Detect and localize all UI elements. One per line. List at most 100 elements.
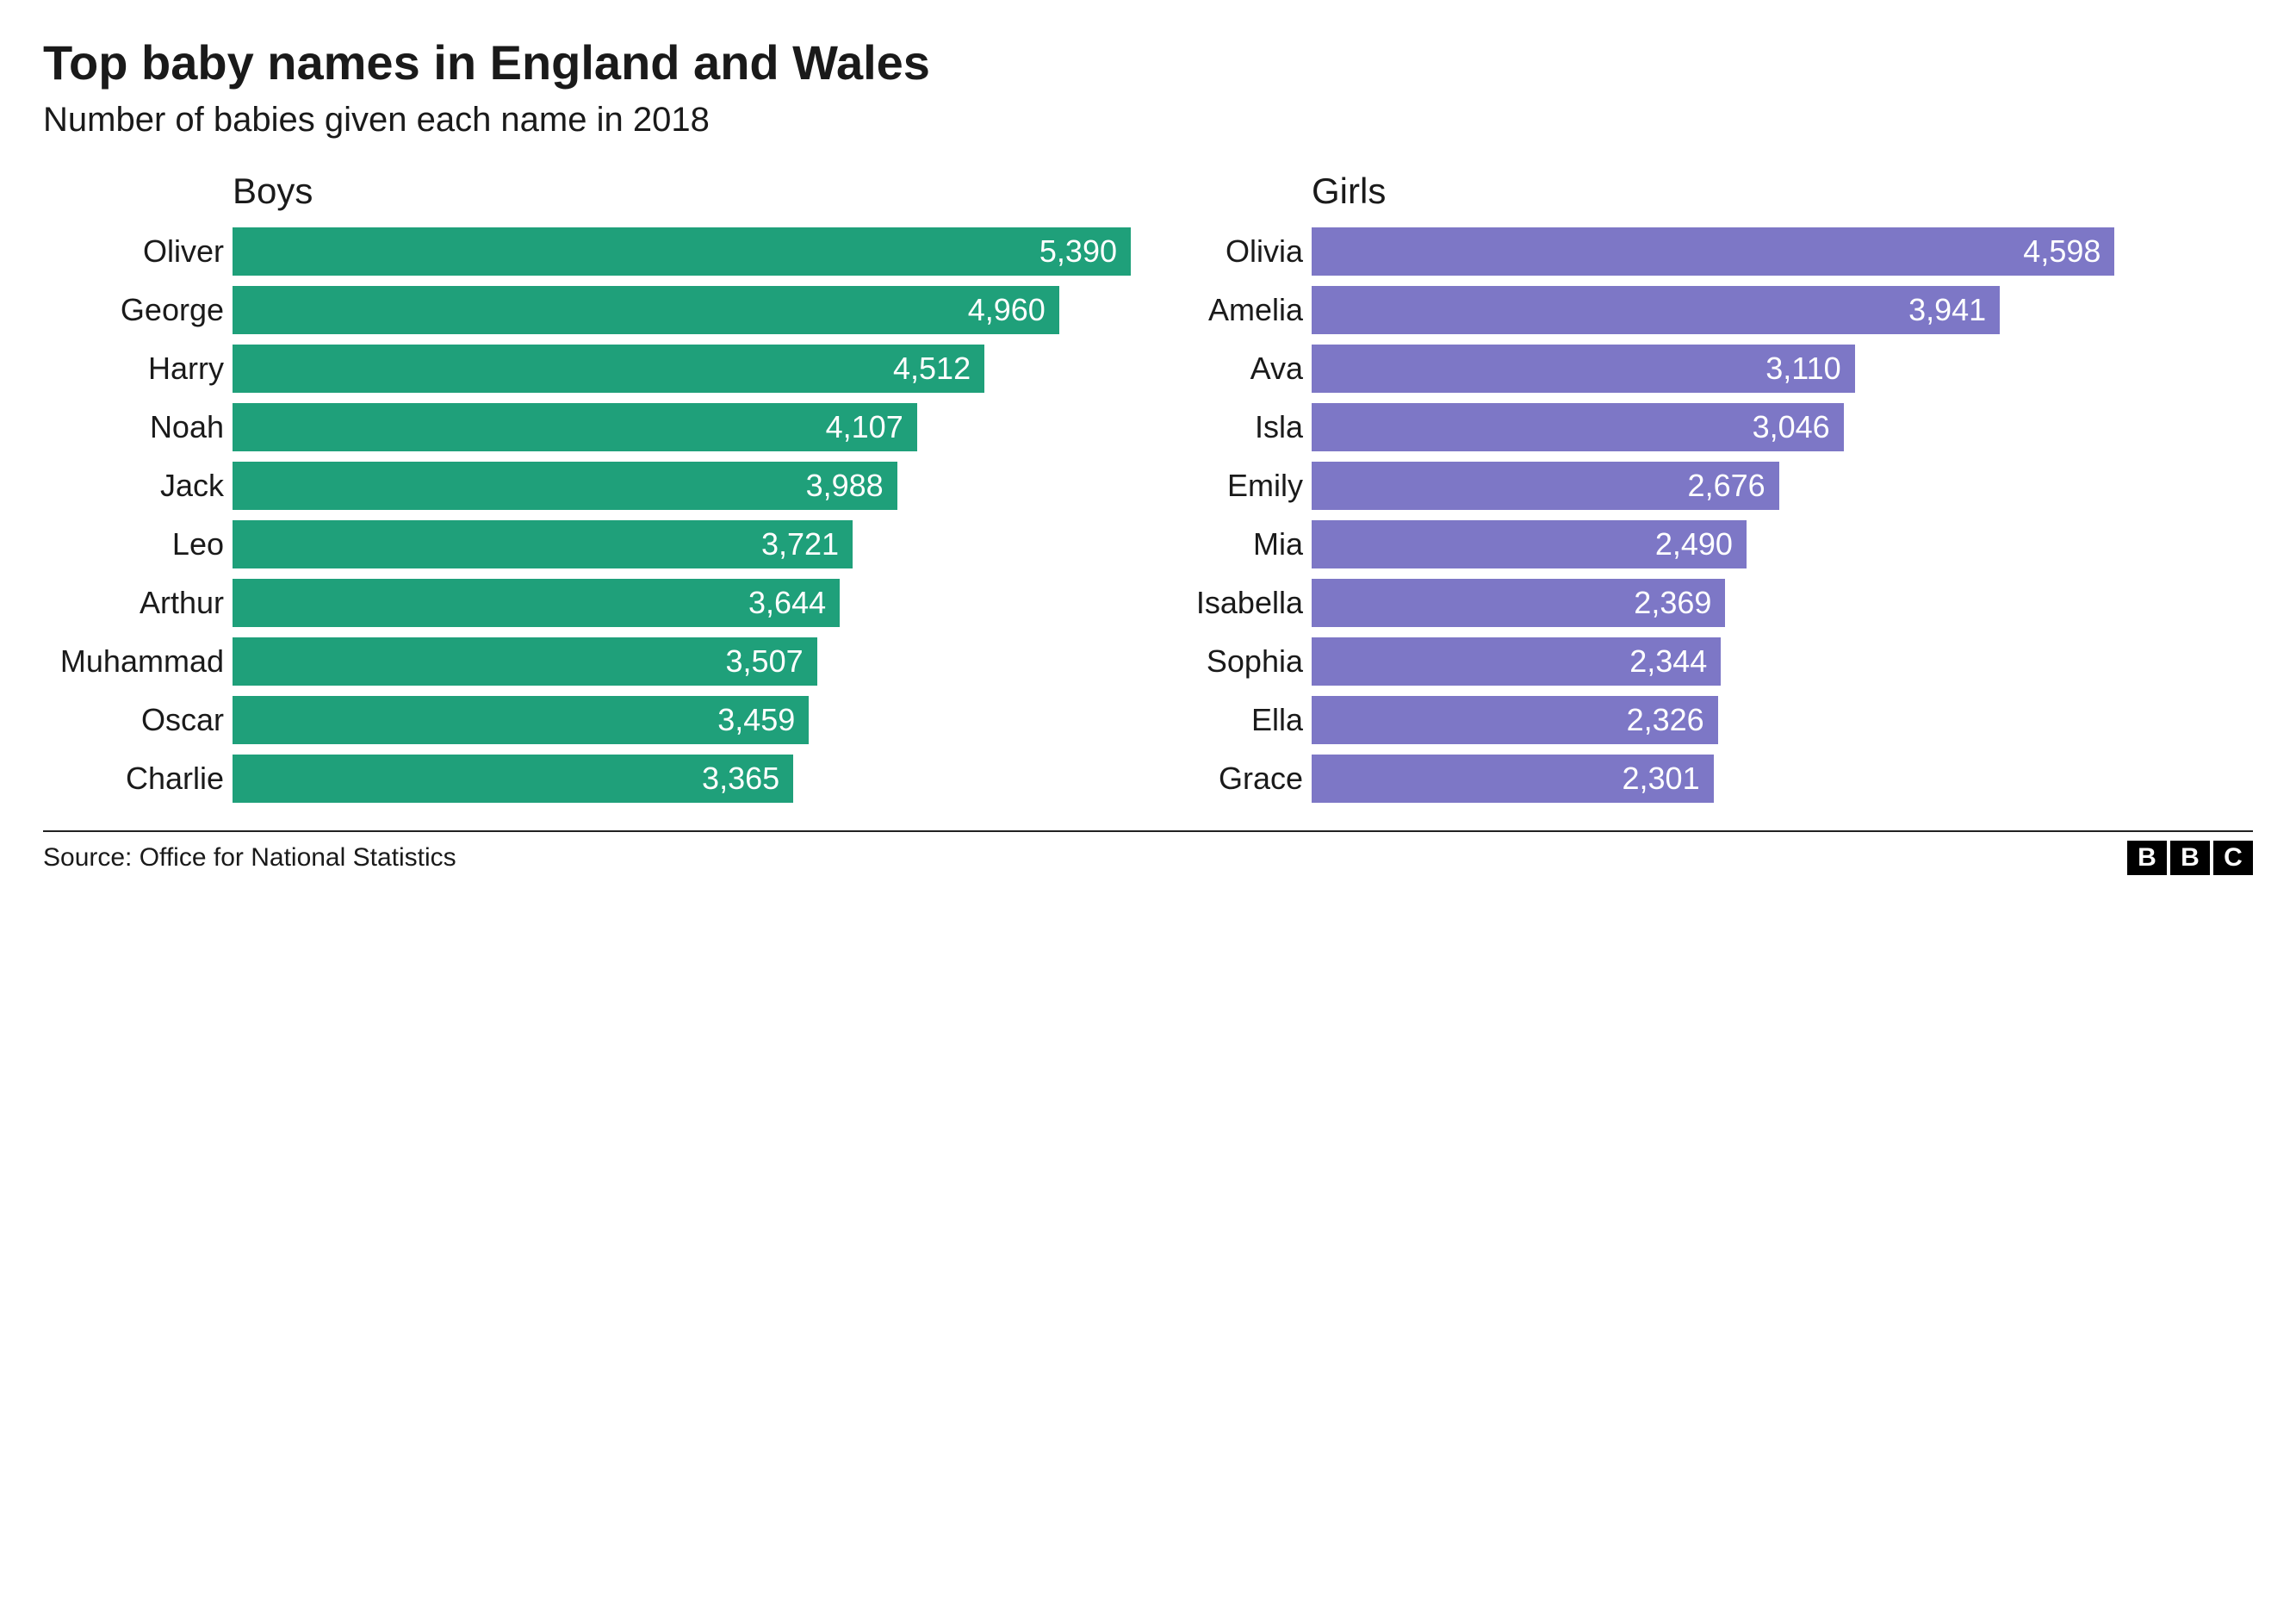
charts-container: BoysOliver5,390George4,960Harry4,512Noah… (43, 171, 2253, 813)
bar-row: Oliver5,390 (43, 227, 1131, 276)
bar-row: Jack 3,988 (43, 462, 1131, 510)
bar: 4,598 (1312, 227, 2114, 276)
bar-value: 2,676 (1688, 468, 1765, 504)
name-label: Ella (1165, 702, 1312, 738)
bar: 2,301 (1312, 755, 1714, 803)
name-label: George (43, 292, 233, 328)
bar: 3,110 (1312, 345, 1855, 393)
bar-value: 3,365 (702, 761, 779, 797)
bar-track: 5,390 (233, 227, 1131, 276)
bar-value: 3,721 (761, 526, 839, 562)
bar: 3,644 (233, 579, 840, 627)
bbc-letter-box: B (2127, 841, 2167, 875)
bar-row: George 4,960 (43, 286, 1131, 334)
bar-track: 3,365 (233, 755, 1131, 803)
bar-row: Leo 3,721 (43, 520, 1131, 568)
bar-value: 2,344 (1629, 643, 1707, 680)
name-label: Isla (1165, 409, 1312, 445)
bar-value: 3,459 (717, 702, 795, 738)
bar-track: 3,507 (233, 637, 1131, 686)
bar: 3,988 (233, 462, 897, 510)
name-label: Sophia (1165, 643, 1312, 680)
bar-track: 3,721 (233, 520, 1131, 568)
bar-value: 4,960 (968, 292, 1046, 328)
name-label: Harry (43, 351, 233, 387)
bar-value: 3,988 (806, 468, 884, 504)
bar-value: 3,046 (1753, 409, 1830, 445)
name-label: Olivia (1165, 233, 1312, 270)
bar-row: Mia2,490 (1165, 520, 2253, 568)
bar-row: Ava3,110 (1165, 345, 2253, 393)
bar-value: 4,512 (893, 351, 971, 387)
name-label: Oscar (43, 702, 233, 738)
bar-value: 3,941 (1908, 292, 1986, 328)
bar-row: Isabella 2,369 (1165, 579, 2253, 627)
chart-column-girls: GirlsOlivia4,598Amelia3,941Ava3,110Isla3… (1165, 171, 2253, 813)
name-label: Grace (1165, 761, 1312, 797)
bar-value: 3,507 (726, 643, 804, 680)
bar-row: Harry 4,512 (43, 345, 1131, 393)
bar-track: 4,598 (1312, 227, 2253, 276)
name-label: Mia (1165, 526, 1312, 562)
bar-value: 2,326 (1627, 702, 1704, 738)
bar-row: Muhammad 3,507 (43, 637, 1131, 686)
bar-track: 3,459 (233, 696, 1131, 744)
bar-row: Noah4,107 (43, 403, 1131, 451)
bar: 5,390 (233, 227, 1131, 276)
source-text: Source: Office for National Statistics (43, 843, 456, 873)
name-label: Arthur (43, 585, 233, 621)
bbc-letter-box: C (2213, 841, 2253, 875)
name-label: Ava (1165, 351, 1312, 387)
bar-track: 4,960 (233, 286, 1131, 334)
name-label: Oliver (43, 233, 233, 270)
name-label: Jack (43, 468, 233, 504)
bar-value: 4,107 (826, 409, 903, 445)
bar: 4,512 (233, 345, 984, 393)
bar-track: 2,344 (1312, 637, 2253, 686)
bar-track: 4,512 (233, 345, 1131, 393)
bar-row: Oscar 3,459 (43, 696, 1131, 744)
bar-row: Sophia 2,344 (1165, 637, 2253, 686)
bar: 2,326 (1312, 696, 1718, 744)
bar: 2,490 (1312, 520, 1747, 568)
bar: 4,107 (233, 403, 917, 451)
bar-row: Ella 2,326 (1165, 696, 2253, 744)
bbc-logo: BBC (2127, 841, 2253, 875)
bar-track: 3,941 (1312, 286, 2253, 334)
bbc-letter-box: B (2170, 841, 2210, 875)
bar-row: Isla 3,046 (1165, 403, 2253, 451)
chart-footer: Source: Office for National Statistics B… (43, 830, 2253, 875)
bar-row: Amelia 3,941 (1165, 286, 2253, 334)
bar-track: 2,369 (1312, 579, 2253, 627)
bar-value: 3,644 (748, 585, 826, 621)
bar-track: 2,490 (1312, 520, 2253, 568)
name-label: Amelia (1165, 292, 1312, 328)
bar-track: 2,326 (1312, 696, 2253, 744)
bar: 3,459 (233, 696, 809, 744)
bar-row: Arthur 3,644 (43, 579, 1131, 627)
bar: 2,676 (1312, 462, 1779, 510)
column-heading: Boys (233, 171, 1131, 212)
bar-value: 4,598 (2023, 233, 2101, 270)
name-label: Leo (43, 526, 233, 562)
bar: 3,365 (233, 755, 793, 803)
chart-subtitle: Number of babies given each name in 2018 (43, 101, 2253, 140)
bar: 2,369 (1312, 579, 1725, 627)
name-label: Isabella (1165, 585, 1312, 621)
bar: 2,344 (1312, 637, 1721, 686)
name-label: Muhammad (43, 643, 233, 680)
bar-track: 3,046 (1312, 403, 2253, 451)
bar-track: 4,107 (233, 403, 1131, 451)
bar-row: Emily 2,676 (1165, 462, 2253, 510)
bar: 4,960 (233, 286, 1059, 334)
name-label: Emily (1165, 468, 1312, 504)
bar: 3,941 (1312, 286, 2000, 334)
bar: 3,046 (1312, 403, 1844, 451)
bar-value: 2,369 (1634, 585, 1711, 621)
name-label: Charlie (43, 761, 233, 797)
chart-column-boys: BoysOliver5,390George4,960Harry4,512Noah… (43, 171, 1131, 813)
bar: 3,721 (233, 520, 853, 568)
bar-track: 2,676 (1312, 462, 2253, 510)
bar-row: Charlie 3,365 (43, 755, 1131, 803)
bar-track: 2,301 (1312, 755, 2253, 803)
